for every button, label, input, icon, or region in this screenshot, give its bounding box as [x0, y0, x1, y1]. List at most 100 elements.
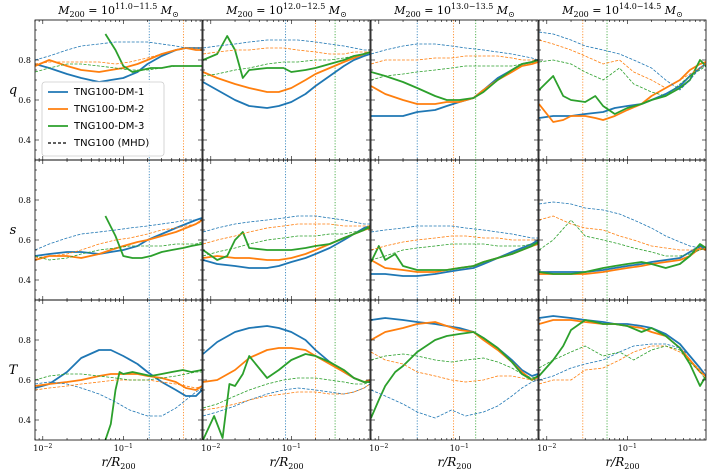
row-labels: q s T	[9, 83, 19, 378]
series-dm-1-line	[539, 315, 706, 377]
panel-r0-c1	[202, 19, 371, 161]
series-dm-3-mhd-line	[203, 51, 370, 77]
series-dm-2-mhd-line	[539, 345, 706, 385]
x-ticks	[202, 160, 370, 300]
series-dm-3-mhd-line	[539, 219, 706, 257]
series-dm-2-mhd-line	[371, 55, 538, 65]
panel-frame	[34, 159, 203, 301]
x-axis-label: r/R200	[101, 455, 135, 471]
panel-r2-c0: 0.4 0.6 0.8	[18, 299, 203, 441]
series-dm-2-mhd-line	[203, 223, 370, 245]
x-ticks	[538, 300, 706, 440]
series-dm-2-line	[539, 61, 706, 123]
x-ticks	[370, 20, 538, 160]
legend-box	[41, 81, 165, 157]
series-dm-1-mhd-line	[35, 217, 202, 251]
legend-label: TNG100-DM-3	[73, 121, 144, 132]
column-title: M200 = 1013.0−13.5 M⊙	[393, 2, 515, 19]
series-dm-2-mhd-line	[35, 47, 202, 65]
series-dm-2-line	[539, 247, 706, 275]
panel-frame	[538, 19, 707, 161]
series-dm-3-mhd-line	[203, 227, 370, 257]
series-dm-2-line	[203, 51, 370, 93]
series-dm-3-mhd-line	[539, 59, 706, 97]
series-dm-2-mhd-line	[35, 221, 202, 259]
panel-r0-c3	[538, 19, 707, 161]
series-dm-2-mhd-line	[203, 47, 370, 55]
series-dm-2-line	[539, 319, 706, 377]
column-titles: M200 = 1011.0−11.5 M⊙ M200 = 1012.0−12.5 …	[57, 2, 683, 19]
series-dm-2-line	[203, 347, 370, 383]
legend-label: TNG100-DM-1	[73, 87, 144, 98]
series-dm-3-mhd-line	[539, 345, 706, 381]
x-ticks	[538, 160, 706, 300]
y-tick-label: 0.6	[18, 236, 31, 245]
series-dm-3-mhd-line	[371, 353, 538, 379]
x-ticks	[202, 20, 370, 160]
series-dm-3-line	[203, 35, 370, 79]
panel-r2-c2	[370, 299, 539, 441]
series-dm-2-mhd-line	[539, 39, 706, 89]
series-dm-2-line	[35, 219, 202, 261]
x-tick-label: 10−1	[282, 443, 301, 453]
series-dm-3-mhd-line	[35, 63, 202, 73]
series-dm-3-line	[104, 369, 202, 440]
column-title: M200 = 1014.0−14.5 M⊙	[561, 2, 683, 19]
series-dm-3-line	[104, 215, 202, 259]
series-dm-1-mhd-line	[203, 39, 370, 51]
row-label-T: T	[9, 363, 19, 378]
panel-frame	[538, 159, 707, 301]
panel-frame	[538, 299, 707, 441]
series-dm-3-line	[539, 319, 706, 387]
x-tick-label: 10−2	[201, 443, 220, 453]
y-tick-label: 0.8	[18, 56, 31, 65]
series-dm-1-line	[35, 47, 202, 83]
x-ticks	[370, 160, 538, 300]
series-dm-2-mhd-line	[539, 215, 706, 251]
series-dm-1-mhd-line	[539, 31, 706, 91]
y-tick-label: 0.4	[18, 416, 31, 425]
series-dm-2-line	[371, 61, 538, 105]
panel-frame	[370, 19, 539, 161]
series-dm-1-mhd-line	[371, 43, 538, 61]
series-dm-1-line	[539, 245, 706, 273]
y-tick-label: 0.6	[18, 376, 31, 385]
x-axis-labels: 10−2 10−1 r/R200 10−2 10−1 r/R200 10−2 10−1 r/R2…	[33, 443, 639, 471]
panel-r1-c3	[538, 159, 707, 301]
panel-frame	[370, 299, 539, 441]
series-dm-2-line	[371, 243, 538, 273]
panel-frame	[370, 159, 539, 301]
panel-r2-c3	[538, 299, 707, 441]
panel-r1-c1	[202, 159, 371, 301]
y-tick-label: 0.4	[18, 276, 31, 285]
series-dm-3-mhd-line	[35, 241, 202, 261]
series-dm-3-mhd-line	[35, 371, 202, 381]
y-tick-label: 0.4	[18, 136, 31, 145]
series-dm-2-line	[35, 373, 202, 391]
y-tick-label: 0.8	[18, 336, 31, 345]
panel-grid: 0.4 0.6 0.8 0.4 0.6 0.8 0.4 0.6 0.8	[18, 19, 707, 441]
series-dm-2-line	[35, 47, 202, 73]
panel-frame	[202, 159, 371, 301]
panel-r2-c1	[202, 299, 371, 441]
series-dm-1-line	[203, 225, 370, 269]
series-dm-3-line	[539, 59, 706, 115]
series-dm-1-mhd-line	[35, 381, 202, 417]
series-dm-1-mhd-line	[371, 379, 538, 419]
y-tick-label: 0.6	[18, 96, 31, 105]
panel-r1-c0: 0.4 0.6 0.8	[18, 159, 203, 301]
series-dm-3-line	[203, 225, 370, 261]
row-label-q: q	[9, 83, 17, 98]
legend-label: TNG100-DM-2	[73, 104, 144, 115]
x-tick-label: 10−2	[33, 443, 52, 453]
series-dm-3-mhd-line	[371, 243, 538, 261]
series-dm-1-line	[35, 217, 202, 257]
x-axis-label: r/R200	[269, 455, 303, 471]
series-dm-1-mhd-line	[371, 225, 538, 239]
x-tick-label: 10−2	[369, 443, 388, 453]
series-dm-3-line	[371, 241, 538, 271]
row-label-s: s	[10, 223, 17, 238]
x-axis-label: r/R200	[437, 455, 471, 471]
x-tick-label: 10−1	[114, 443, 133, 453]
